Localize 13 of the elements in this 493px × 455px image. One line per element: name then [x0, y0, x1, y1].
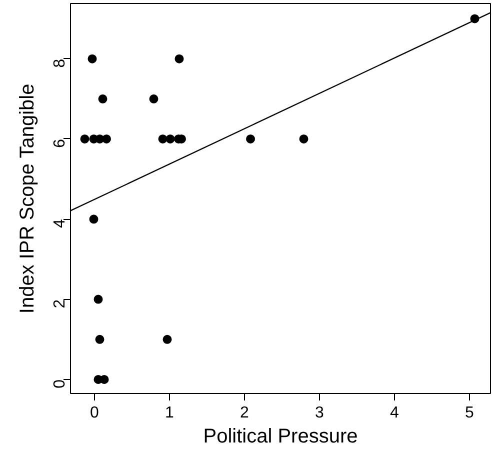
- y-tick-label: 2: [52, 299, 68, 308]
- y-tick-label: 8: [52, 58, 68, 68]
- x-tick-label: 2: [240, 404, 250, 422]
- x-tick-label: 5: [465, 404, 474, 422]
- x-axis-title: Political Pressure: [203, 426, 358, 448]
- y-tick-label: 6: [52, 138, 68, 148]
- x-tick-label: 0: [90, 404, 100, 422]
- x-tick-label: 4: [390, 404, 400, 422]
- x-tick-label: 3: [315, 404, 324, 422]
- y-tick-label: 0: [52, 379, 68, 388]
- y-tick-label: 4: [52, 219, 68, 228]
- x-tick-label: 1: [165, 404, 174, 422]
- y-axis-title: Index IPR Scope Tangible: [16, 84, 38, 314]
